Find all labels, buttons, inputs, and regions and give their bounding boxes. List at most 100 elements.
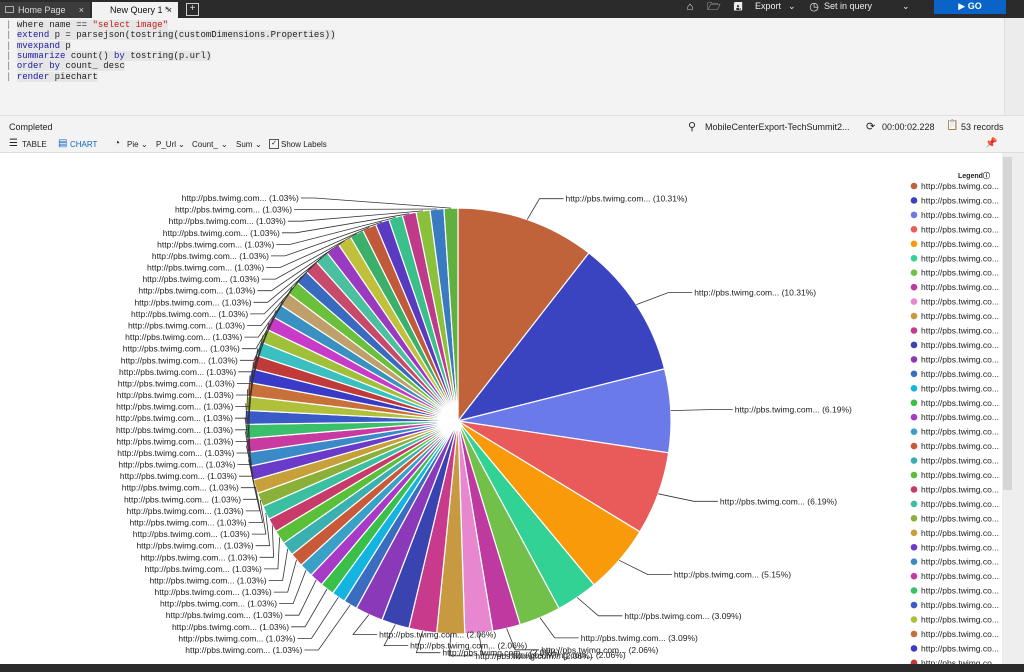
legend-item[interactable]: http://pbs.twimg.co... xyxy=(921,326,999,336)
legend-item[interactable]: http://pbs.twimg.co... xyxy=(921,456,999,466)
legend-item[interactable]: http://pbs.twimg.co... xyxy=(921,658,999,668)
pin-icon[interactable]: 📌 xyxy=(985,138,998,149)
slice-label: http://pbs.twimg.com... (1.03%) xyxy=(123,344,240,354)
legend-swatch xyxy=(910,471,918,479)
label-leader-line xyxy=(236,403,251,454)
legend-item[interactable]: http://pbs.twimg.co... xyxy=(921,643,999,653)
legend-item[interactable]: http://pbs.twimg.co... xyxy=(921,340,999,350)
legend-item[interactable]: http://pbs.twimg.co... xyxy=(921,629,999,639)
legend-item[interactable]: http://pbs.twimg.co... xyxy=(921,484,999,494)
legend-swatch xyxy=(910,327,918,334)
x-column-dropdown[interactable]: P_Url xyxy=(156,140,177,149)
legend-swatch xyxy=(910,500,918,508)
aggregation-dropdown[interactable]: Sum xyxy=(236,140,253,149)
legend-swatch xyxy=(910,543,918,551)
legend-swatch xyxy=(910,240,918,248)
table-view-button[interactable]: TABLE xyxy=(22,140,47,149)
label-leader-line xyxy=(248,486,264,523)
folder-icon[interactable]: 🗁 xyxy=(707,1,721,13)
legend-swatch xyxy=(910,457,918,464)
legend-item[interactable]: http://pbs.twimg.co... xyxy=(921,470,999,480)
chevron-down-icon[interactable]: ⌄ xyxy=(902,1,910,11)
show-labels-label: Show Labels xyxy=(281,140,327,149)
slice-label: http://pbs.twimg.com... (2.06%) xyxy=(475,651,592,661)
label-leader-line xyxy=(506,628,540,651)
legend-item[interactable]: http://pbs.twimg.co... xyxy=(921,586,999,596)
legend-item[interactable]: http://pbs.twimg.co... xyxy=(921,427,999,437)
legend-item[interactable]: http://pbs.twimg.co... xyxy=(921,542,999,552)
chart-type-dropdown[interactable]: Pie xyxy=(127,140,139,149)
slice-label: http://pbs.twimg.com... (1.03%) xyxy=(118,460,235,470)
table-icon: ☰ xyxy=(9,138,18,149)
slice-label: http://pbs.twimg.com... (1.03%) xyxy=(127,506,244,516)
slice-label: http://pbs.twimg.com... (1.03%) xyxy=(133,529,250,539)
label-leader-line xyxy=(276,217,396,245)
go-button[interactable]: ▶ GO xyxy=(934,0,1006,14)
legend-item[interactable]: http://pbs.twimg.co... xyxy=(921,398,999,408)
legend-item[interactable]: http://pbs.twimg.co... xyxy=(921,210,999,220)
legend-item[interactable]: http://pbs.twimg.co... xyxy=(921,268,999,278)
legend-item[interactable]: http://pbs.twimg.co... xyxy=(921,557,999,567)
data-source: MobileCenterExport-TechSummit2... xyxy=(705,122,850,132)
legend-item[interactable]: http://pbs.twimg.co... xyxy=(921,253,999,263)
legend-item[interactable]: http://pbs.twimg.co... xyxy=(921,297,999,307)
slice-label: http://pbs.twimg.com... (1.03%) xyxy=(172,622,289,632)
legend-swatch xyxy=(910,226,918,233)
legend-item[interactable]: http://pbs.twimg.co... xyxy=(921,528,999,538)
set-in-query-dropdown[interactable]: Set in query xyxy=(824,1,873,11)
legend-item[interactable]: http://pbs.twimg.co... xyxy=(921,615,999,625)
legend-item[interactable]: http://pbs.twimg.co... xyxy=(921,441,999,451)
legend-swatch xyxy=(910,399,918,407)
legend-item[interactable]: http://pbs.twimg.co... xyxy=(921,239,999,249)
label-leader-line xyxy=(300,197,452,209)
query-line: | render piechart xyxy=(6,71,98,82)
tab-new-query[interactable]: New Query 1 * × xyxy=(92,2,178,18)
legend-item[interactable]: http://pbs.twimg.co... xyxy=(921,195,999,205)
tab-home-page[interactable]: Home Page × xyxy=(0,2,90,18)
show-labels-checkbox[interactable]: ✓ xyxy=(269,139,279,149)
label-leader-line xyxy=(297,596,339,639)
export-button[interactable]: Export xyxy=(755,1,782,11)
query-editor[interactable]: | where name == "select image" | extend p… xyxy=(0,18,1024,115)
legend-item[interactable]: http://pbs.twimg.co... xyxy=(921,181,999,191)
close-icon[interactable]: × xyxy=(166,5,172,15)
legend-item[interactable]: http://pbs.twimg.co... xyxy=(921,412,999,422)
pie-slice[interactable] xyxy=(456,252,666,423)
chevron-down-icon[interactable]: ⌄ xyxy=(141,140,148,149)
y-column-dropdown[interactable]: Count_ xyxy=(192,140,218,149)
legend-item[interactable]: http://pbs.twimg.co... xyxy=(921,354,999,364)
save-icon[interactable]: 🖪 xyxy=(733,1,743,13)
slice-label: http://pbs.twimg.com... (1.03%) xyxy=(118,378,235,388)
new-tab-button[interactable]: + xyxy=(186,3,199,16)
chart-area: http://pbs.twimg.com... (10.31%) http://p… xyxy=(0,153,1024,668)
label-leader-line xyxy=(636,292,693,305)
editor-scrollbar[interactable] xyxy=(1004,18,1024,115)
chart-view-button[interactable]: CHART xyxy=(70,140,98,149)
legend-item[interactable]: http://pbs.twimg.co... xyxy=(921,224,999,234)
legend-item[interactable]: http://pbs.twimg.co... xyxy=(921,600,999,610)
legend-item[interactable]: http://pbs.twimg.co... xyxy=(921,513,999,523)
slice-label: http://pbs.twimg.com... (1.03%) xyxy=(163,228,280,238)
home-icon[interactable]: ⌂ xyxy=(686,1,694,13)
query-status: Completed xyxy=(9,122,53,132)
legend-item[interactable]: http://pbs.twimg.co... xyxy=(921,499,999,509)
legend-item[interactable]: http://pbs.twimg.co... xyxy=(921,571,999,581)
chevron-down-icon[interactable]: ⌄ xyxy=(255,140,262,149)
slice-label: http://pbs.twimg.com... (1.03%) xyxy=(124,494,241,504)
query-line: | summarize count() by tostring(p.url) xyxy=(6,50,212,61)
slice-label: http://pbs.twimg.com... (1.03%) xyxy=(128,321,245,331)
chevron-down-icon[interactable]: ⌄ xyxy=(788,1,796,11)
close-icon[interactable]: × xyxy=(78,5,84,15)
legend-scroll-thumb[interactable] xyxy=(1003,157,1012,490)
legend-swatch xyxy=(910,572,918,580)
chevron-down-icon[interactable]: ⌄ xyxy=(221,140,228,149)
legend-item[interactable]: http://pbs.twimg.co... xyxy=(921,311,999,321)
legend-item[interactable]: http://pbs.twimg.co... xyxy=(921,282,999,292)
label-leader-line xyxy=(273,559,297,593)
legend-item[interactable]: http://pbs.twimg.co... xyxy=(921,369,999,379)
label-leader-line xyxy=(239,298,285,361)
legend-item[interactable]: http://pbs.twimg.co... xyxy=(921,383,999,393)
label-leader-line xyxy=(383,624,409,647)
chevron-down-icon[interactable]: ⌄ xyxy=(178,140,185,149)
label-leader-line xyxy=(281,213,410,234)
